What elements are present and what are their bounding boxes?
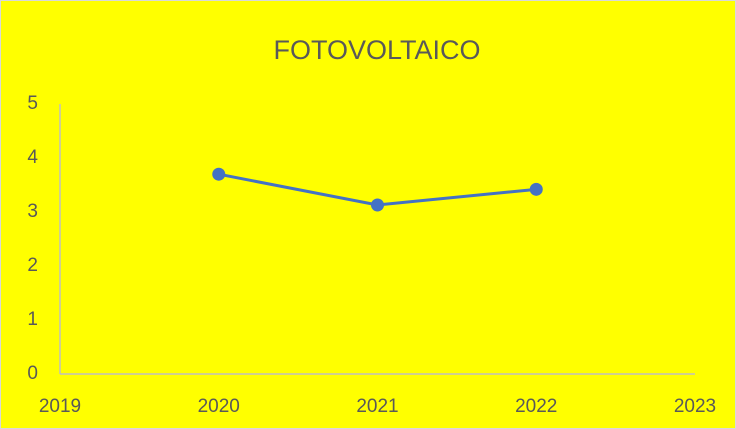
x-tick-label: 2022 xyxy=(515,396,557,417)
x-tick-label: 2020 xyxy=(198,396,240,417)
y-tick-label: 5 xyxy=(27,93,38,114)
y-tick-label: 0 xyxy=(27,363,38,384)
y-tick-label: 3 xyxy=(27,201,38,222)
y-tick-label: 4 xyxy=(27,147,38,168)
chart-title: FOTOVOLTAICO xyxy=(273,35,480,65)
point xyxy=(371,198,384,212)
y-tick-label: 1 xyxy=(27,309,38,330)
y-tick-label: 2 xyxy=(27,255,38,276)
x-tick-label: 2021 xyxy=(356,396,398,417)
point xyxy=(529,182,543,196)
x-tick-label: 2019 xyxy=(39,396,81,417)
x-tick-label: 2023 xyxy=(674,396,716,417)
point xyxy=(212,167,226,181)
